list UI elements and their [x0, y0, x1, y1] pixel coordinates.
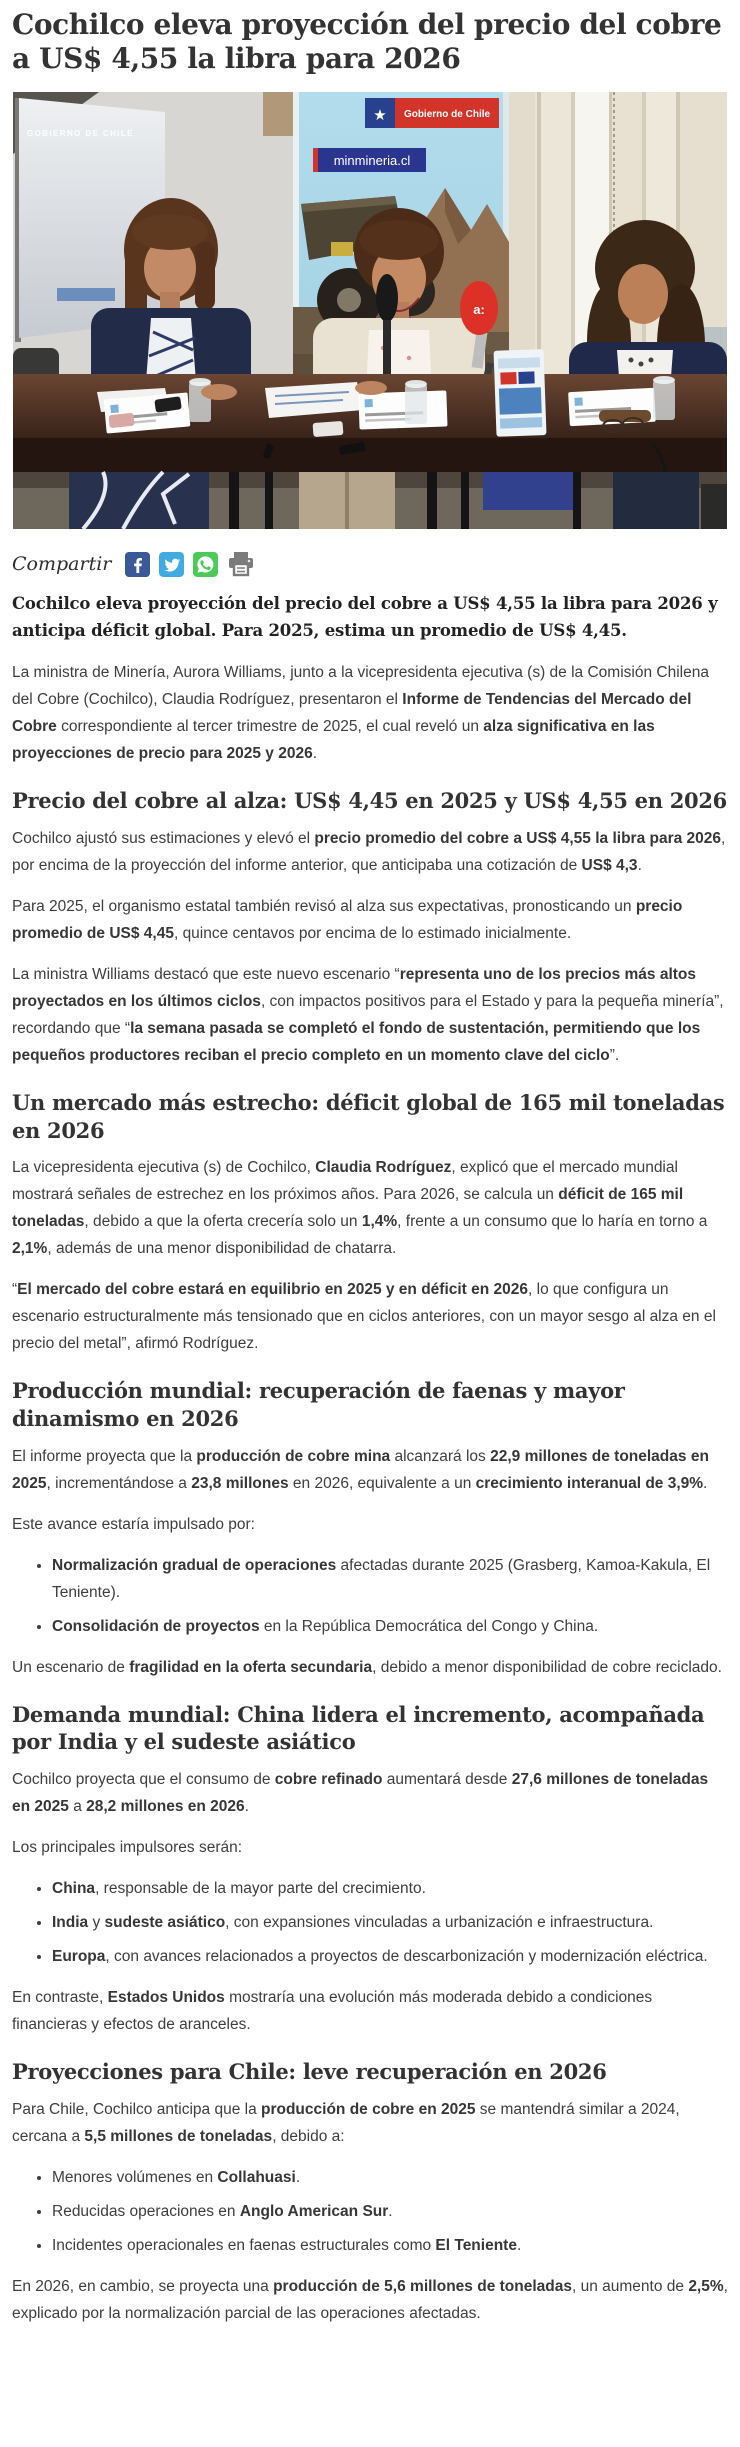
- recorder: [338, 442, 366, 456]
- star-icon: ★: [373, 107, 386, 124]
- twitter-share-button[interactable]: [159, 551, 185, 577]
- name-card: [358, 390, 448, 430]
- share-label: Compartir: [12, 553, 112, 576]
- twitter-icon: [159, 551, 185, 577]
- smartphone: [154, 396, 182, 413]
- whatsapp-share-button[interactable]: [193, 551, 219, 577]
- article-list: Normalización gradual de operaciones afe…: [12, 1552, 728, 1640]
- black-microphone: [376, 274, 398, 379]
- minmineria-box: minmineria.cl: [313, 148, 426, 173]
- minmineria-text: minmineria.cl: [334, 153, 411, 168]
- article-paragraph: Para Chile, Cochilco anticipa que la pro…: [12, 2100, 680, 2145]
- article-paragraph: En contraste, Estados Unidos mostraría u…: [12, 1989, 653, 2034]
- article-paragraph: Los principales impulsores serán:: [12, 1839, 243, 1857]
- facebook-icon: [125, 551, 151, 577]
- table-front-edge: [13, 438, 727, 473]
- gobierno-logo: ★ Gobierno de Chile: [365, 98, 499, 129]
- water-glass: [189, 378, 211, 423]
- pink-phone: [108, 413, 135, 429]
- article-paragraph: La vicepresidenta ejecutiva (s) de Cochi…: [12, 1159, 708, 1258]
- article-list: Menores volúmenes en Collahuasi. Reducida…: [12, 2164, 728, 2259]
- article-paragraph: La ministra Williams destacó que este nu…: [12, 965, 724, 1064]
- article-paragraph: Un escenario de fragilidad en la oferta …: [12, 1658, 722, 1676]
- article-lede: Cochilco eleva proyección del precio del…: [12, 594, 718, 640]
- article-paragraph: “El mercado del cobre estará en equilibr…: [12, 1281, 716, 1353]
- article-list-item: China, responsable de la mayor parte del…: [52, 1875, 728, 1902]
- article-list-item: Menores volúmenes en Collahuasi.: [52, 2164, 728, 2191]
- article-paragraph: El informe proyecta que la producción de…: [12, 1447, 709, 1492]
- article-list-item: Normalización gradual de operaciones afe…: [52, 1552, 728, 1606]
- section-heading: Proyecciones para Chile: leve recuperaci…: [12, 2059, 607, 2085]
- section-heading: Producción mundial: recuperación de faen…: [12, 1378, 625, 1431]
- article-paragraph: Cochilco proyecta que el consumo de cobr…: [12, 1771, 709, 1816]
- article-paragraph: En 2026, en cambio, se proyecta una prod…: [12, 2277, 728, 2322]
- facebook-share-button[interactable]: [125, 551, 151, 577]
- article-paragraph: La ministra de Minería, Aurora Williams,…: [12, 664, 709, 763]
- white-phone: [312, 421, 344, 438]
- share-row: Compartir: [12, 551, 728, 577]
- section-heading: Un mercado más estrecho: déficit global …: [12, 1089, 725, 1143]
- article-list-item: Reducidas operaciones en Anglo American …: [52, 2198, 728, 2225]
- print-share-button[interactable]: [227, 551, 255, 577]
- mic-brand-text: a:: [473, 302, 485, 317]
- report-display-card: [493, 349, 547, 437]
- page-title: Cochilco eleva proyección del precio del…: [12, 8, 722, 76]
- article-list: China, responsable de la mayor parte del…: [12, 1875, 728, 1970]
- article-paragraph: Este avance estaría impulsado por:: [12, 1515, 255, 1533]
- article-photo: GOBIERNO DE CHILE: [12, 92, 728, 530]
- article-body: La ministra de Minería, Aurora Williams,…: [12, 659, 728, 2327]
- article-list-item: India y sudeste asiático, con expansione…: [52, 1909, 728, 1936]
- under-table: [13, 470, 727, 530]
- screen-text: GOBIERNO DE CHILE: [27, 129, 134, 138]
- article-paragraph: Para 2025, el organismo estatal también …: [12, 897, 683, 942]
- article-list-item: Incidentes operacionales en faenas estru…: [52, 2232, 728, 2259]
- section-heading: Precio del cobre al alza: US$ 4,45 en 20…: [12, 788, 727, 814]
- printer-icon: [229, 552, 254, 577]
- wood-panel: [263, 92, 293, 137]
- table-items: [97, 349, 707, 530]
- article-list-item: Consolidación de proyectos en la Repúbli…: [52, 1613, 728, 1640]
- whatsapp-icon: [193, 551, 219, 577]
- water-glass: [405, 380, 427, 425]
- article-paragraph: Cochilco ajustó sus estimaciones y elevó…: [12, 829, 726, 874]
- gobierno-box-text: Gobierno de Chile: [404, 109, 491, 120]
- news-article: Cochilco eleva proyección del precio del…: [0, 8, 740, 2367]
- section-heading: Demanda mundial: China lidera el increme…: [12, 1701, 705, 1755]
- article-list-item: Europa, con avances relacionados a proye…: [52, 1943, 728, 1970]
- press-conference-photo: GOBIERNO DE CHILE: [13, 92, 727, 530]
- water-glass: [653, 376, 675, 421]
